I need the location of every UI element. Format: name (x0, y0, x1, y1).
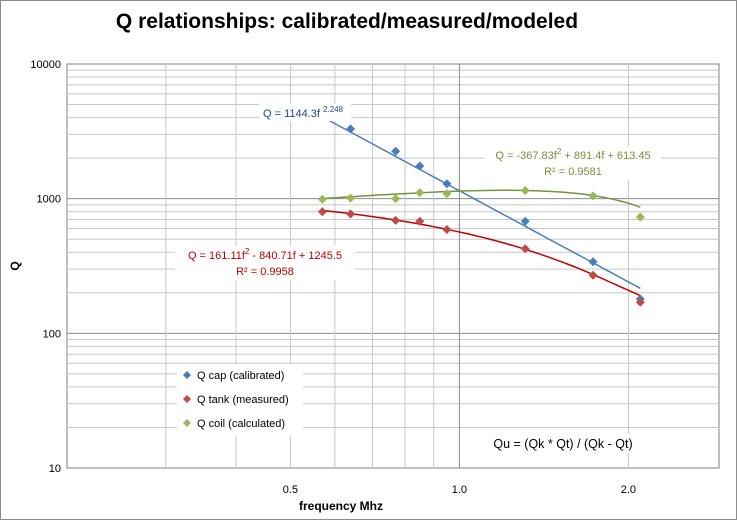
data-point-series-1 (391, 215, 401, 225)
legend: Q cap (calibrated) Q tank (measured) Q c… (177, 364, 303, 436)
legend-item-tank: Q tank (measured) (183, 394, 289, 406)
trendlines (322, 116, 641, 297)
data-point-series-1 (588, 270, 598, 280)
data-point-series-2 (635, 212, 645, 222)
data-point-series-1 (346, 209, 356, 219)
svg-text:Q = 1144.3f 2.248: Q = 1144.3f 2.248 (263, 105, 344, 120)
x-tick-label: 0.5 (283, 484, 298, 496)
y-tick-label: 10000 (30, 59, 61, 71)
legend-cap-label: Q cap (calibrated) (197, 370, 284, 382)
svg-text:Q = 161.11f2 - 840.71f + 1245.: Q = 161.11f2 - 840.71f + 1245.5 (188, 247, 342, 262)
coil-equation-sup: 2 (557, 147, 562, 156)
data-point-series-1 (442, 225, 452, 235)
x-axis-title: frequency Mhz (299, 499, 383, 513)
data-point-series-2 (391, 194, 401, 204)
formula-annotation: Qu = (Qk * Qt) / (Qk - Qt) (474, 433, 652, 453)
cap-equation-exponent: 2.248 (323, 105, 344, 114)
data-point-series-0 (346, 124, 356, 134)
svg-text:Q = -367.83f2 + 891.4f + 613.4: Q = -367.83f2 + 891.4f + 613.45 (495, 147, 650, 162)
trendline-2 (322, 189, 641, 209)
tank-equation-sup: 2 (245, 247, 250, 256)
y-tick-labels: 10 100 1000 10000 (30, 59, 61, 475)
trendline-0 (322, 116, 641, 289)
data-point-series-0 (391, 146, 401, 156)
data-point-series-0 (415, 161, 425, 171)
coil-r-squared: R² = 0.9581 (544, 166, 602, 178)
data-point-series-1 (415, 216, 425, 226)
coil-equation-part2: + 891.4f + 613.45 (561, 150, 650, 162)
tank-equation-part2: - 840.71f + 1245.5 (249, 250, 342, 262)
data-point-series-1 (317, 207, 327, 217)
x-tick-labels: 0.5 1.0 2.0 (283, 484, 636, 496)
coil-equation-label: Q = -367.83f2 + 891.4f + 613.45 R² = 0.9… (485, 146, 661, 180)
plot-area (66, 63, 720, 469)
tank-equation-part1: Q = 161.11f (188, 250, 246, 262)
coil-equation-part1: Q = -367.83f (495, 150, 557, 162)
data-point-series-2 (317, 194, 327, 204)
x-tick-label: 1.0 (452, 484, 467, 496)
chart-title: Q relationships: calibrated/measured/mod… (116, 10, 578, 33)
formula-text: Qu = (Qk * Qt) / (Qk - Qt) (493, 437, 632, 451)
legend-tank-marker (183, 395, 191, 403)
data-point-series-2 (588, 191, 598, 201)
tank-equation-label: Q = 161.11f2 - 840.71f + 1245.5 R² = 0.9… (175, 246, 355, 280)
data-point-series-2 (442, 189, 452, 199)
legend-item-coil: Q coil (calculated) (183, 418, 285, 430)
legend-item-cap: Q cap (calibrated) (183, 370, 284, 382)
y-axis-title: Q (8, 261, 22, 270)
legend-coil-marker (183, 419, 191, 427)
y-tick-label: 1000 (37, 194, 61, 206)
legend-coil-label: Q coil (calculated) (197, 418, 285, 430)
cap-equation-text: Q = 1144.3f (263, 108, 323, 120)
y-tick-label: 10 (49, 463, 61, 475)
cap-equation-label: Q = 1144.3f 2.248 (259, 104, 351, 121)
data-point-series-0 (588, 257, 598, 267)
data-point-series-0 (520, 216, 530, 226)
trendline-1 (322, 209, 641, 297)
tank-r-squared: R² = 0.9958 (236, 266, 294, 278)
data-point-series-2 (520, 185, 530, 195)
data-point-series-1 (520, 244, 530, 254)
data-point-series-1 (635, 297, 645, 307)
y-tick-label: 100 (43, 328, 61, 340)
legend-cap-marker (183, 371, 191, 379)
legend-tank-label: Q tank (measured) (197, 394, 289, 406)
data-point-series-0 (442, 179, 452, 189)
data-point-series-2 (415, 188, 425, 198)
data-point-series-2 (346, 193, 356, 203)
x-tick-label: 2.0 (621, 484, 636, 496)
